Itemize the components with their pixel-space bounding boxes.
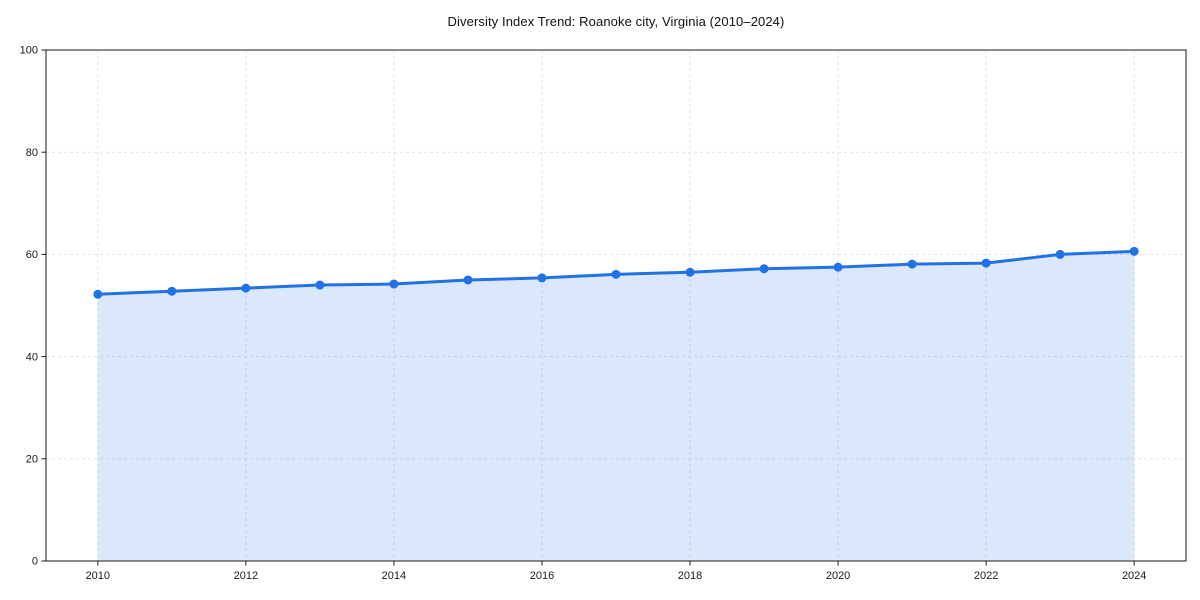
x-tick-label: 2024 bbox=[1122, 570, 1146, 582]
data-point bbox=[389, 279, 399, 289]
data-point bbox=[315, 280, 325, 290]
data-point bbox=[685, 267, 695, 277]
data-point bbox=[611, 269, 621, 279]
x-tick-label: 2012 bbox=[234, 570, 258, 582]
data-point bbox=[241, 283, 251, 293]
data-point bbox=[1055, 249, 1065, 259]
x-tick-label: 2016 bbox=[530, 570, 554, 582]
x-tick-label: 2018 bbox=[678, 570, 702, 582]
plot-frame bbox=[45, 49, 1187, 562]
y-tick-label: 20 bbox=[26, 454, 38, 466]
x-tick-label: 2020 bbox=[826, 570, 850, 582]
y-tick-label: 100 bbox=[20, 45, 38, 57]
data-point bbox=[981, 258, 991, 268]
series-area bbox=[97, 251, 1135, 562]
data-point bbox=[167, 286, 177, 296]
data-point bbox=[1129, 246, 1139, 256]
x-tick-label: 2022 bbox=[974, 570, 998, 582]
data-point bbox=[907, 259, 917, 269]
data-point bbox=[537, 273, 547, 283]
y-tick-label: 60 bbox=[26, 249, 38, 261]
x-tick-label: 2014 bbox=[382, 570, 406, 582]
y-tick-label: 40 bbox=[26, 351, 38, 363]
y-tick-label: 80 bbox=[26, 147, 38, 159]
data-point bbox=[93, 289, 103, 299]
data-point bbox=[759, 264, 769, 274]
y-tick-label: 0 bbox=[32, 556, 38, 568]
chart-title: Diversity Index Trend: Roanoke city, Vir… bbox=[447, 14, 785, 29]
x-tick-label: 2010 bbox=[86, 570, 110, 582]
data-point bbox=[463, 275, 473, 285]
data-point bbox=[833, 262, 843, 272]
